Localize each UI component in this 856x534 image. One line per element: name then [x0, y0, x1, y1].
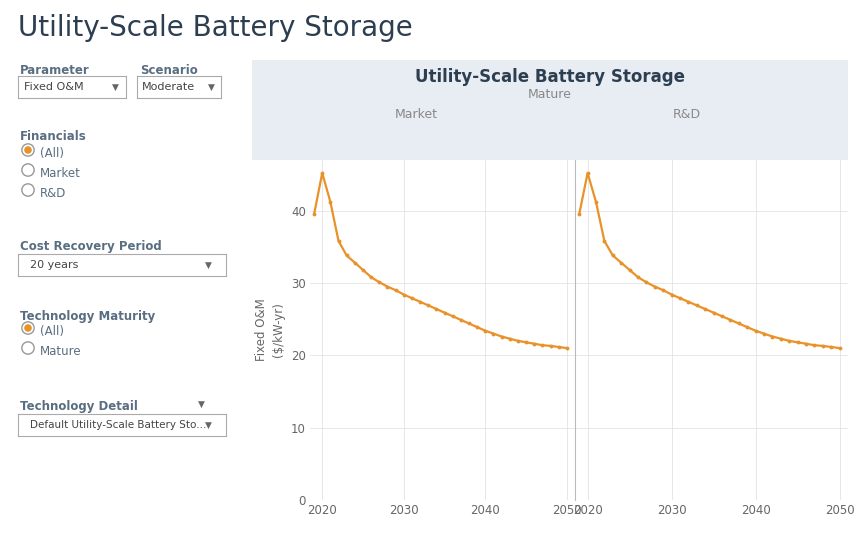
- Y-axis label: Fixed O&M
($/kW-yr): Fixed O&M ($/kW-yr): [255, 299, 285, 362]
- Text: Utility-Scale Battery Storage: Utility-Scale Battery Storage: [415, 68, 685, 86]
- Text: ▼: ▼: [198, 400, 205, 409]
- Text: R&D: R&D: [40, 187, 67, 200]
- Text: Financials: Financials: [20, 130, 86, 143]
- Text: ▼: ▼: [205, 420, 211, 429]
- Text: Mature: Mature: [40, 345, 81, 358]
- Text: ▼: ▼: [205, 261, 211, 270]
- Text: Parameter: Parameter: [20, 64, 90, 77]
- Text: Technology Detail: Technology Detail: [20, 400, 138, 413]
- Text: Utility-Scale Battery Storage: Utility-Scale Battery Storage: [18, 14, 413, 42]
- Text: Market: Market: [40, 167, 80, 180]
- Text: ▼: ▼: [208, 82, 215, 91]
- Text: Fixed O&M: Fixed O&M: [25, 82, 84, 92]
- Text: (All): (All): [40, 147, 64, 160]
- Text: Scenario: Scenario: [140, 64, 198, 77]
- Circle shape: [25, 147, 31, 153]
- Text: 20 years: 20 years: [31, 260, 79, 270]
- Text: Mature: Mature: [528, 88, 572, 101]
- Circle shape: [25, 325, 31, 331]
- Text: ▼: ▼: [111, 82, 118, 91]
- Text: Default Utility-Scale Battery Sto...: Default Utility-Scale Battery Sto...: [31, 420, 207, 430]
- Text: Cost Recovery Period: Cost Recovery Period: [20, 240, 162, 253]
- Text: Moderate: Moderate: [142, 82, 195, 92]
- Text: (All): (All): [40, 325, 64, 338]
- Text: Technology Maturity: Technology Maturity: [20, 310, 155, 323]
- Text: R&D: R&D: [673, 108, 701, 121]
- Text: Market: Market: [395, 108, 437, 121]
